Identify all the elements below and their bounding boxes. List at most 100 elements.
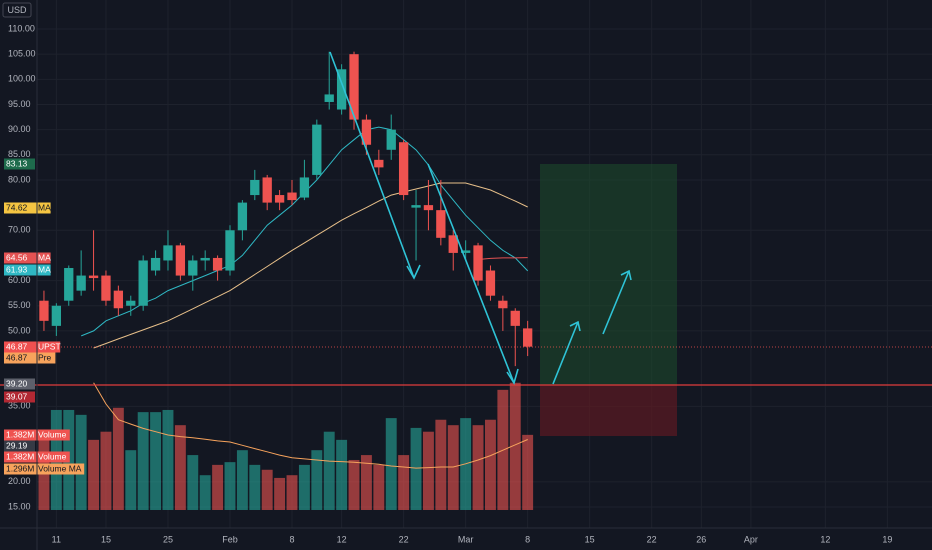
candle-body — [237, 202, 248, 231]
arrow — [602, 270, 630, 335]
x-tick-label: 19 — [882, 534, 892, 544]
price-badge-value: 61.93 — [6, 264, 28, 274]
candle-body — [460, 250, 471, 253]
candle-body — [411, 205, 421, 208]
price-badge-value: 39.07 — [6, 391, 28, 401]
candle-body — [299, 177, 310, 198]
candle-body — [113, 290, 124, 309]
candle-body — [51, 305, 61, 326]
volume-bar — [336, 439, 348, 510]
volume-bar — [385, 418, 397, 510]
y-tick-label: 90.00 — [8, 124, 31, 134]
axes: 110.00 105.00 100.00 95.00 90.00 85.00 80.00 70… — [4, 23, 892, 544]
volume-bar — [174, 425, 186, 510]
volume-bar — [348, 459, 360, 510]
currency: USD — [7, 5, 27, 15]
y-tick-label: 70.00 — [8, 225, 31, 235]
arrows — [329, 51, 632, 385]
volume-bar — [323, 431, 335, 510]
candle-body — [349, 54, 359, 120]
x-tick-label: 12 — [337, 534, 347, 544]
arrow — [329, 51, 415, 279]
y-tick-label: 20.00 — [8, 476, 31, 486]
volume-bar — [112, 407, 124, 510]
volume-bar — [137, 412, 149, 510]
volume-bar — [125, 450, 137, 510]
volume-bar — [472, 425, 484, 510]
volume-bar — [360, 455, 372, 510]
price-badge-value: 39.20 — [6, 378, 28, 388]
candle-body — [175, 245, 186, 276]
candle-body — [473, 245, 483, 281]
price-badge-value: 83.13 — [6, 158, 28, 168]
price-badge-tag-text: Volume — [38, 451, 67, 461]
volume-bar — [447, 425, 459, 510]
volume-bar — [75, 414, 87, 510]
x-tick-label: 15 — [101, 534, 111, 544]
candle-body — [101, 275, 111, 301]
x-tick-label: 8 — [525, 534, 530, 544]
x-tick-label: 22 — [399, 534, 409, 544]
price-badge — [4, 378, 35, 390]
price-badge — [4, 352, 35, 364]
candle-body — [324, 94, 334, 102]
volume-bar — [311, 450, 323, 510]
candle-body — [274, 195, 285, 203]
y-tick-label: 55.00 — [8, 300, 31, 310]
candle-body — [212, 257, 223, 271]
price-badge-tag — [35, 264, 51, 276]
volume-ma-line — [93, 382, 528, 469]
x-tick-label: 15 — [585, 534, 595, 544]
volume-bar — [298, 464, 310, 510]
arrow-head — [406, 264, 421, 280]
candle-body — [126, 300, 136, 306]
y-tick-label: 35.00 — [8, 401, 31, 411]
arrow-head — [620, 269, 632, 281]
ma-line — [93, 182, 528, 349]
candle-body — [76, 275, 86, 291]
price-badge — [4, 429, 35, 441]
volume-bar — [249, 464, 261, 510]
price-badge-tag-text: Volume — [38, 429, 67, 439]
volume-bar — [422, 431, 434, 510]
price-badge-value: 74.62 — [6, 202, 28, 212]
y-tick-label: 15.00 — [8, 501, 31, 511]
volume-bar — [236, 450, 248, 510]
candle-body — [498, 300, 508, 309]
candle-body — [163, 245, 173, 261]
price-badge — [4, 451, 35, 463]
currency-box[interactable] — [2, 2, 32, 18]
candle-body — [523, 328, 533, 347]
x-tick-label: 12 — [820, 534, 830, 544]
price-badge — [4, 252, 35, 264]
candle-body — [374, 159, 384, 168]
candle-body — [386, 129, 396, 150]
volume-bar — [485, 419, 496, 510]
candle-body — [336, 69, 347, 110]
volume-bar — [435, 419, 447, 510]
arrow — [552, 321, 579, 385]
candle-body — [287, 192, 297, 201]
candle-body — [250, 179, 260, 196]
candle-body — [200, 257, 210, 261]
price-badge-tag — [35, 451, 70, 463]
volume-bar — [162, 409, 174, 510]
y-tick-label: 60.00 — [8, 275, 31, 285]
volume-bar — [509, 382, 521, 510]
price-badge-tag — [35, 252, 51, 264]
candle-body — [485, 270, 496, 296]
price-badge-tag — [35, 352, 56, 364]
arrow-head — [506, 368, 519, 385]
price-badge — [4, 202, 35, 214]
x-tick-label: 11 — [52, 534, 61, 544]
volume-bar — [212, 464, 224, 510]
candle-body — [88, 275, 99, 279]
candle-body — [138, 260, 148, 306]
volume-bar — [261, 469, 273, 510]
y-tick-label: 100.00 — [8, 74, 36, 84]
y-tick-label: 50.00 — [8, 325, 31, 335]
x-tick-label: 26 — [696, 534, 706, 544]
candle-body — [510, 310, 520, 326]
price-badge — [4, 463, 35, 475]
